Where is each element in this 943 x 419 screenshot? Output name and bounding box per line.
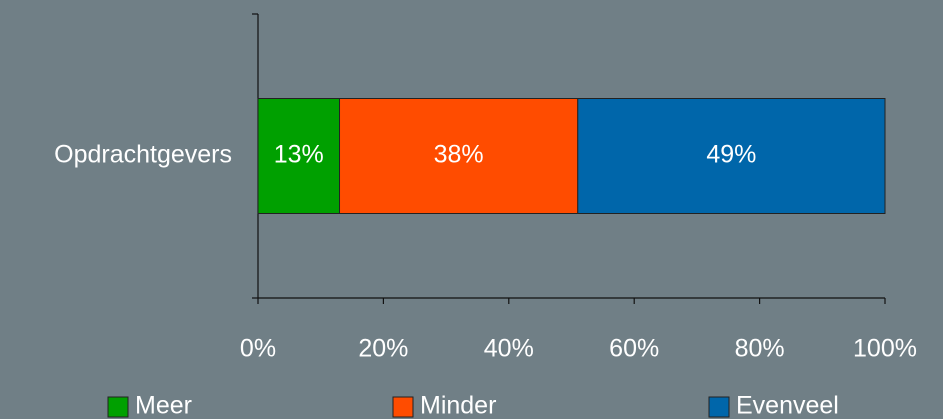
legend-label: Evenveel xyxy=(736,392,839,419)
x-tick-label: 0% xyxy=(240,335,276,363)
x-tick-label: 60% xyxy=(609,335,659,363)
x-tick-label: 100% xyxy=(853,335,917,363)
y-tick-label: Opdrachtgevers xyxy=(54,141,232,169)
data-label: 38% xyxy=(434,141,484,169)
legend-label: Minder xyxy=(420,392,496,419)
legend-swatch xyxy=(708,396,730,418)
legend-swatch xyxy=(392,396,414,418)
x-tick-label: 20% xyxy=(358,335,408,363)
bar-segment xyxy=(257,98,341,214)
legend-swatch xyxy=(107,396,129,418)
x-tick-label: 80% xyxy=(735,335,785,363)
legend-label: Meer xyxy=(135,392,192,419)
x-tick-label: 40% xyxy=(484,335,534,363)
data-label: 49% xyxy=(706,141,756,169)
bar-segment xyxy=(339,98,579,214)
data-label: 13% xyxy=(274,141,324,169)
bar-segment xyxy=(577,98,886,214)
